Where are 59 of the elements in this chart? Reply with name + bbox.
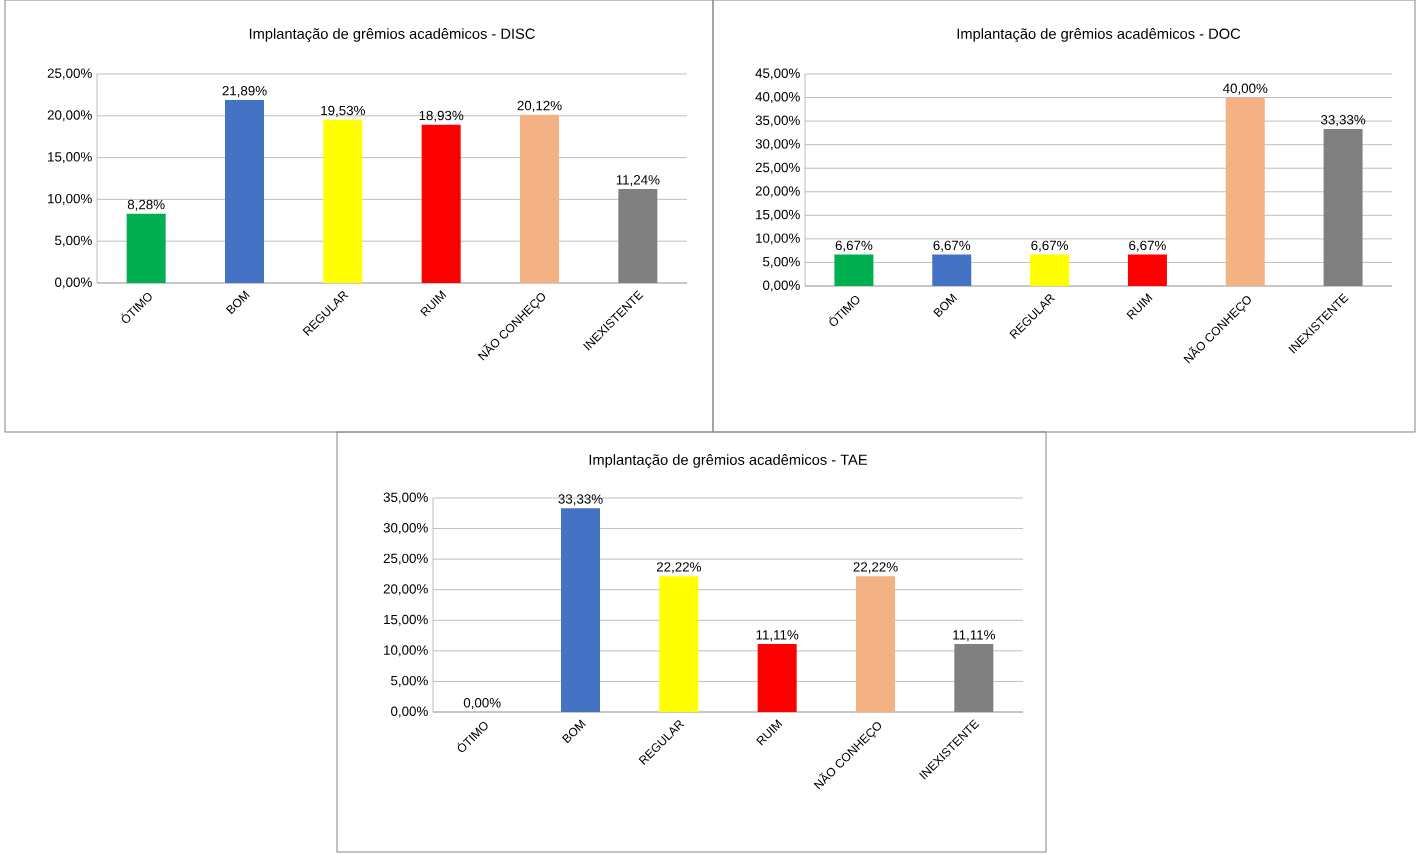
y-tick-label: 15,00%	[384, 614, 428, 626]
y-tick-label: 35,00%	[755, 115, 800, 127]
data-label: 19,53%	[321, 105, 365, 117]
bar	[421, 124, 461, 283]
bar	[932, 254, 972, 286]
data-label: 22,22%	[656, 562, 701, 574]
bar	[834, 254, 874, 286]
y-tick-label: 25,00%	[755, 162, 800, 174]
y-tick-label: 10,00%	[48, 193, 92, 205]
data-label: 11,24%	[616, 175, 660, 187]
y-tick-label: 0,00%	[391, 706, 428, 718]
y-tick-label: 5,00%	[55, 235, 92, 247]
data-label: 21,89%	[222, 86, 267, 98]
y-tick-label: 10,00%	[756, 233, 800, 245]
bar	[225, 99, 264, 283]
bar	[856, 576, 895, 712]
data-label: 22,22%	[853, 562, 898, 574]
y-tick-label: 45,00%	[755, 68, 800, 80]
chart-title: Implantação de grêmios acadêmicos - TAE	[589, 454, 867, 468]
y-tick-label: 5,00%	[391, 675, 428, 687]
data-label: 11,11%	[953, 630, 995, 642]
bar	[1030, 254, 1070, 286]
y-tick-label: 0,00%	[763, 280, 800, 292]
y-tick-label: 20,00%	[755, 186, 800, 198]
data-label: 33,33%	[1320, 115, 1366, 127]
y-tick-label: 25,00%	[383, 553, 428, 565]
data-label: 0,00%	[463, 698, 501, 710]
y-tick-label: 5,00%	[763, 256, 800, 268]
bar	[520, 114, 559, 283]
data-label: 33,33%	[558, 494, 603, 506]
y-tick-label: 40,00%	[755, 92, 800, 104]
data-label: 18,93%	[419, 110, 464, 122]
y-tick-label: 20,00%	[383, 584, 428, 596]
data-label: 40,00%	[1222, 83, 1268, 95]
y-tick-label: 0,00%	[55, 277, 92, 289]
data-label: 6,67%	[1031, 240, 1069, 252]
y-tick-label: 10,00%	[384, 645, 428, 657]
bar	[323, 119, 363, 283]
bar	[561, 508, 601, 712]
chart-title: Implantação de grêmios acadêmicos - DOC	[957, 28, 1241, 42]
bar	[126, 213, 166, 283]
bar	[1225, 97, 1265, 286]
data-label: 6,67%	[835, 240, 873, 252]
y-tick-label: 15,00%	[756, 209, 800, 221]
chart-title: Implantação de grêmios acadêmicos - DISC	[249, 28, 535, 42]
y-tick-label: 35,00%	[383, 492, 428, 504]
y-tick-label: 30,00%	[383, 523, 428, 535]
bar	[1127, 254, 1167, 286]
bar	[757, 644, 797, 712]
bar	[659, 576, 699, 712]
y-tick-label: 15,00%	[48, 152, 92, 164]
data-label: 11,11%	[756, 630, 799, 642]
data-label: 6,67%	[1129, 240, 1166, 252]
y-tick-label: 20,00%	[47, 110, 92, 122]
data-label: 6,67%	[933, 240, 971, 252]
y-tick-label: 30,00%	[755, 139, 800, 151]
y-tick-label: 25,00%	[47, 68, 92, 80]
data-label: 20,12%	[517, 100, 562, 112]
data-label: 8,28%	[127, 199, 165, 211]
